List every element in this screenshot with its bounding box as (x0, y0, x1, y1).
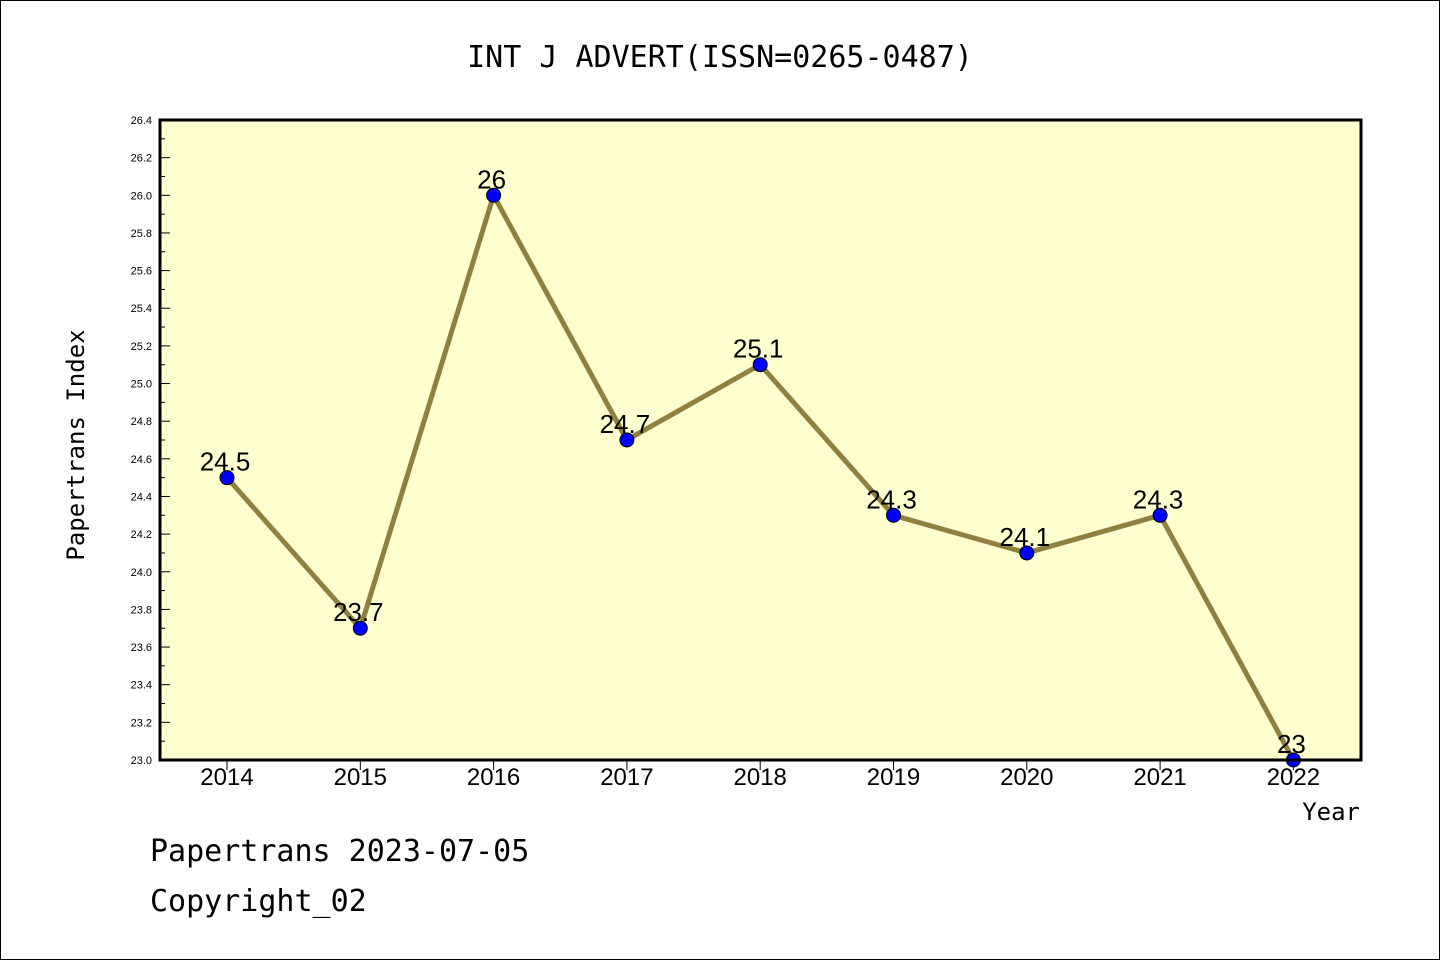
y-tick-label: 25.6 (131, 266, 152, 278)
y-tick-label: 25.4 (131, 303, 152, 315)
x-tick-label: 2016 (467, 764, 520, 791)
y-tick-label: 23.8 (131, 604, 152, 616)
data-label: 26 (477, 164, 506, 194)
data-label: 24.1 (999, 522, 1050, 552)
x-tick-label: 2019 (867, 764, 920, 791)
data-point (752, 357, 768, 373)
x-tick-label: 2021 (1133, 764, 1186, 791)
data-point (1019, 545, 1035, 561)
y-tick-label: 23.6 (131, 642, 152, 654)
x-tick-label: 2017 (600, 764, 653, 791)
data-label: 24.7 (600, 409, 651, 439)
y-tick-label: 23.0 (131, 755, 152, 767)
y-axis: 23.0 23.2 23.4 23.6 23.8 24.0 24.2 24.4 24.6 24.8… (131, 115, 170, 767)
data-labels: 24.5 23.7 26 24.7 25.1 24.3 24.1 24.3 23 (200, 164, 1306, 759)
data-point (619, 432, 635, 448)
plot-border (158, 118, 1363, 762)
x-tick-label: 2018 (734, 764, 787, 791)
data-label: 24.5 (200, 447, 251, 477)
y-tick-label: 25.8 (131, 228, 152, 240)
x-axis: 2014 2015 2016 2017 2018 2019 2020 2021 2022 (200, 760, 1320, 791)
data-label: 23.7 (333, 597, 384, 627)
data-point (219, 470, 235, 486)
plot-area (160, 120, 1361, 760)
x-tick-label: 2015 (334, 764, 387, 791)
y-tick-label: 24.2 (131, 529, 152, 541)
y-axis-title: Papertrans Index (62, 329, 90, 560)
chart-title: INT J ADVERT(ISSN=0265-0487) (467, 40, 973, 75)
y-tick-label: 26.0 (131, 190, 152, 202)
data-label: 23 (1277, 729, 1306, 759)
y-tick-label: 24.6 (131, 454, 152, 466)
x-tick-label: 2022 (1267, 764, 1320, 791)
x-tick-label: 2020 (1000, 764, 1053, 791)
data-label: 25.1 (733, 334, 784, 364)
y-tick-label: 25.2 (131, 341, 152, 353)
y-tick-label: 26.4 (131, 115, 152, 127)
y-tick-label: 24.4 (131, 491, 152, 503)
x-axis-title: Year (1302, 798, 1360, 826)
footer-date: Papertrans 2023-07-05 (150, 834, 530, 869)
data-label: 24.3 (866, 484, 917, 514)
y-tick-label: 23.4 (131, 680, 152, 692)
data-point (1152, 507, 1168, 523)
y-tick-label: 24.0 (131, 567, 152, 579)
footer-copyright: Copyright_02 (150, 884, 367, 919)
y-tick-label: 24.8 (131, 416, 152, 428)
y-tick-label: 23.2 (131, 717, 152, 729)
data-point (486, 187, 502, 203)
data-point (352, 620, 368, 636)
y-tick-label: 26.2 (131, 153, 152, 165)
data-point (886, 507, 901, 523)
data-label: 24.3 (1133, 484, 1184, 514)
x-tick-label: 2014 (200, 764, 253, 791)
y-tick-label: 25.0 (131, 379, 152, 391)
